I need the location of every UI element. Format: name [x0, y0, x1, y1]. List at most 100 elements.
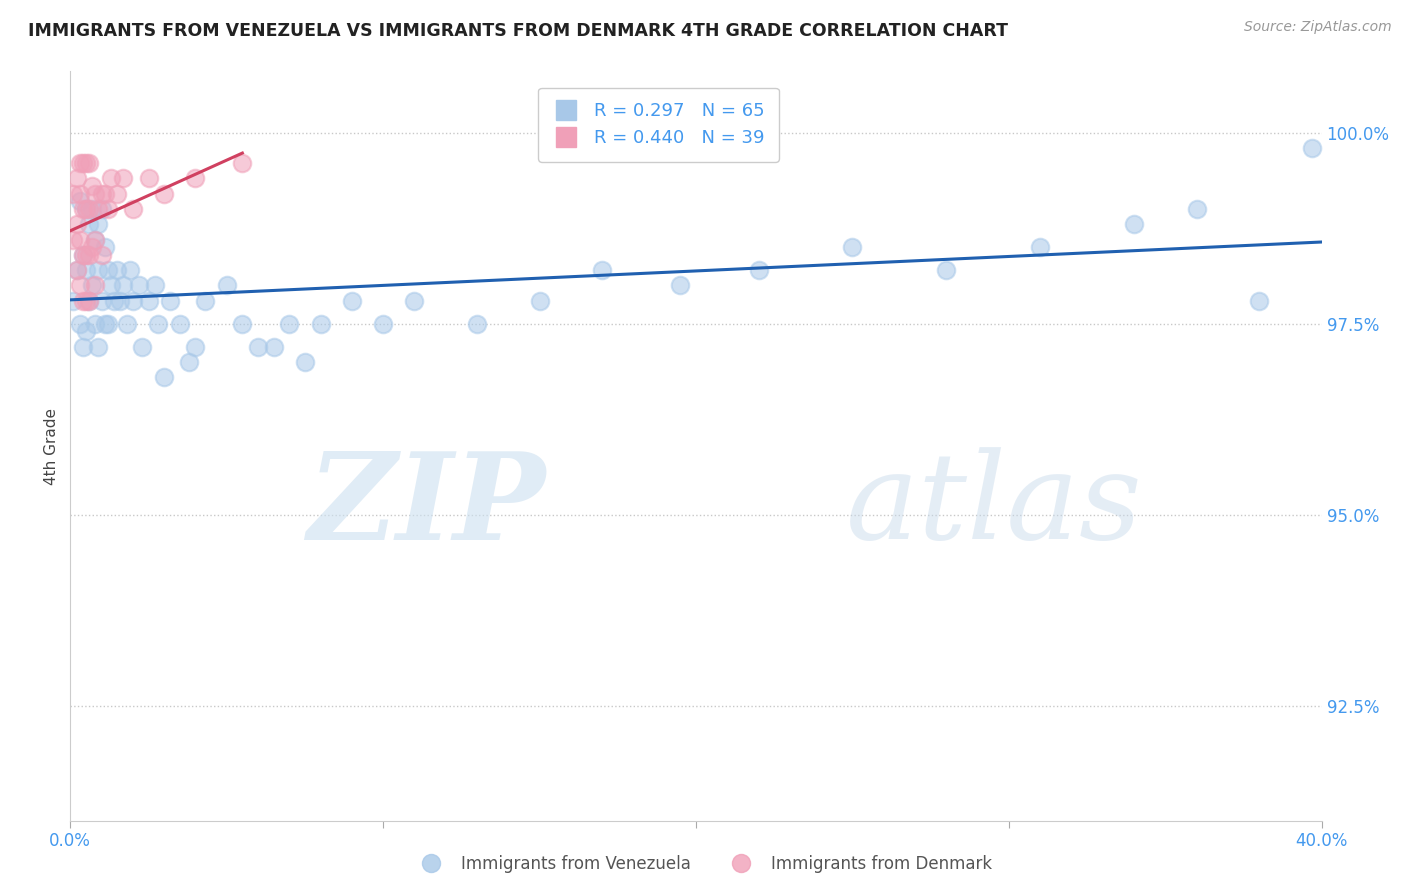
Point: [1029, 240, 1052, 254]
Point: [465, 317, 488, 331]
Point: [103, 293, 125, 308]
Point: [121, 293, 145, 308]
Y-axis label: 4th Grade: 4th Grade: [44, 408, 59, 484]
Point: [62, 186, 84, 201]
Point: [75, 202, 97, 216]
Point: [87, 202, 110, 216]
Text: IMMIGRANTS FROM VENEZUELA VS IMMIGRANTS FROM DENMARK 4TH GRADE CORRELATION CHART: IMMIGRANTS FROM VENEZUELA VS IMMIGRANTS …: [28, 22, 1008, 40]
Point: [93, 186, 115, 201]
Point: [97, 202, 120, 216]
Point: [69, 317, 91, 331]
Point: [75, 202, 97, 216]
Point: [72, 293, 94, 308]
Point: [404, 293, 426, 308]
Point: [100, 278, 122, 293]
Point: [118, 263, 141, 277]
Point: [90, 186, 112, 201]
Point: [131, 340, 153, 354]
Point: [69, 278, 91, 293]
Text: atlas: atlas: [846, 447, 1143, 565]
Point: [62, 233, 84, 247]
Text: ZIP: ZIP: [308, 447, 546, 566]
Point: [90, 202, 112, 216]
Point: [84, 317, 107, 331]
Point: [184, 340, 207, 354]
Point: [72, 156, 94, 170]
Point: [77, 156, 100, 170]
Point: [77, 293, 100, 308]
Point: [93, 240, 115, 254]
Point: [84, 278, 107, 293]
Point: [72, 202, 94, 216]
Point: [75, 293, 97, 308]
Point: [112, 278, 135, 293]
Point: [105, 263, 128, 277]
Point: [90, 248, 112, 262]
Text: Source: ZipAtlas.com: Source: ZipAtlas.com: [1244, 20, 1392, 34]
Point: [65, 263, 87, 277]
Point: [935, 263, 957, 277]
Point: [138, 293, 160, 308]
Point: [72, 340, 94, 354]
Point: [159, 293, 181, 308]
Legend: R = 0.297   N = 65, R = 0.440   N = 39: R = 0.297 N = 65, R = 0.440 N = 39: [538, 88, 779, 161]
Point: [112, 171, 135, 186]
Point: [309, 317, 332, 331]
Point: [110, 293, 132, 308]
Point: [184, 171, 207, 186]
Point: [69, 233, 91, 247]
Point: [340, 293, 363, 308]
Point: [231, 317, 253, 331]
Point: [87, 263, 110, 277]
Point: [75, 324, 97, 338]
Point: [75, 263, 97, 277]
Point: [69, 194, 91, 209]
Point: [169, 317, 191, 331]
Point: [1301, 141, 1323, 155]
Point: [82, 240, 104, 254]
Point: [748, 263, 770, 277]
Point: [143, 278, 166, 293]
Point: [153, 370, 176, 384]
Point: [121, 202, 145, 216]
Point: [669, 278, 692, 293]
Point: [153, 186, 176, 201]
Point: [93, 317, 115, 331]
Point: [371, 317, 394, 331]
Point: [82, 202, 104, 216]
Point: [247, 340, 270, 354]
Point: [138, 171, 160, 186]
Point: [77, 248, 100, 262]
Point: [194, 293, 217, 308]
Point: [84, 233, 107, 247]
Point: [231, 156, 253, 170]
Point: [146, 317, 169, 331]
Point: [294, 355, 316, 369]
Point: [77, 293, 100, 308]
Point: [179, 355, 201, 369]
Point: [87, 217, 110, 231]
Point: [263, 340, 285, 354]
Point: [72, 248, 94, 262]
Point: [128, 278, 150, 293]
Point: [100, 171, 122, 186]
Point: [90, 293, 112, 308]
Point: [77, 202, 100, 216]
Point: [82, 278, 104, 293]
Point: [65, 171, 87, 186]
Point: [841, 240, 863, 254]
Point: [84, 233, 107, 247]
Point: [69, 156, 91, 170]
Point: [591, 263, 613, 277]
Point: [278, 317, 301, 331]
Point: [529, 293, 551, 308]
Point: [65, 217, 87, 231]
Point: [1123, 217, 1146, 231]
Point: [77, 217, 100, 231]
Point: [82, 179, 104, 194]
Point: [62, 293, 84, 308]
Point: [105, 186, 128, 201]
Point: [115, 317, 138, 331]
Point: [97, 317, 120, 331]
Point: [1249, 293, 1271, 308]
